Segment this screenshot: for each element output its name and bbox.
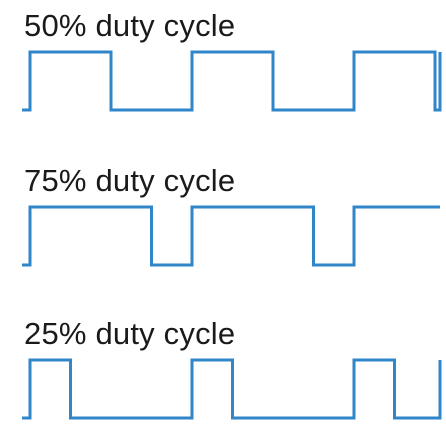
wave-path [22, 50, 442, 112]
panel-50: 50% duty cycle [0, 0, 446, 148]
square-wave [22, 205, 440, 267]
panel-title: 75% duty cycle [24, 163, 236, 198]
square-wave [22, 358, 442, 420]
wave-path [22, 358, 442, 420]
square-wave [22, 50, 442, 112]
panel-75: 75% duty cycle [0, 155, 446, 303]
wave-path [22, 205, 440, 267]
panel-25: 25% duty cycle [0, 308, 446, 446]
panel-title: 25% duty cycle [24, 316, 236, 351]
panel-title: 50% duty cycle [24, 8, 236, 43]
